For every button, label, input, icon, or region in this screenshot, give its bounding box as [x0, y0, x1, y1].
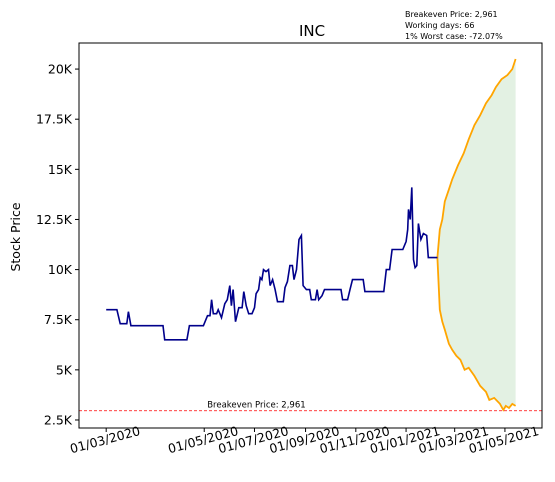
y-tick-label: 15K — [48, 162, 73, 177]
info-line-worst-case: 1% Worst case: -72.07% — [405, 32, 503, 41]
y-tick-label: 12.5K — [36, 212, 73, 227]
info-line-breakeven: Breakeven Price: 2,961 — [405, 10, 498, 19]
y-tick-label: 17.5K — [36, 112, 73, 127]
info-line-working-days: Working days: 66 — [405, 21, 474, 30]
series-line-projection-upper — [436, 58, 517, 258]
y-tick-label: 20K — [48, 62, 73, 77]
y-axis-label: Stock Price — [8, 202, 23, 271]
plot-area: Breakeven Price: 2,961 — [79, 58, 542, 412]
y-tick-label: 7.5K — [44, 312, 73, 327]
series-line-history — [106, 187, 438, 341]
projection-band — [437, 59, 516, 410]
header: INC Breakeven Price: 2,961 Working days:… — [299, 10, 503, 41]
y-tick-label: 5K — [56, 362, 73, 377]
y-tick-label: 2.5K — [44, 412, 73, 427]
y-tick-label: 10K — [48, 262, 73, 277]
plot-frame — [78, 42, 543, 429]
breakeven-label: Breakeven Price: 2,961 — [207, 401, 305, 411]
chart-title: INC — [299, 22, 325, 40]
series-line-projection-lower — [436, 257, 517, 412]
